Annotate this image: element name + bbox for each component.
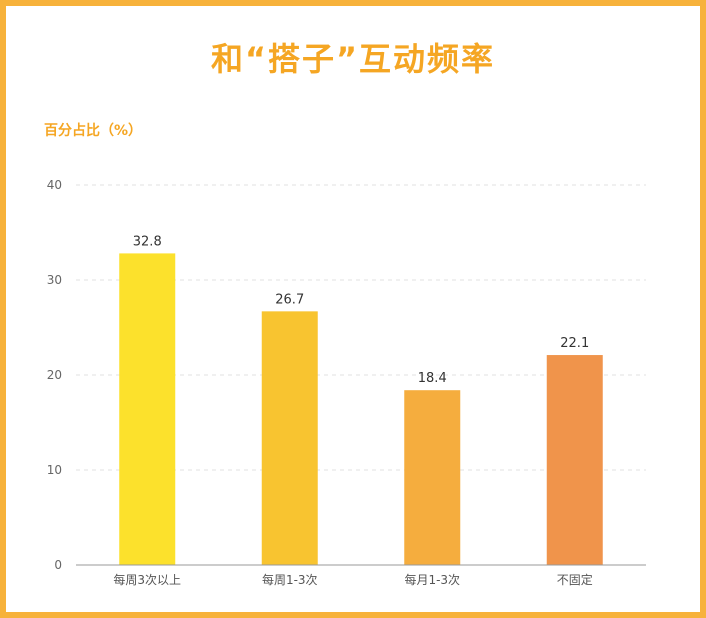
- category-label: 每周3次以上: [113, 572, 181, 587]
- y-axis-label: 百分占比（%）: [44, 123, 143, 139]
- bar: [119, 253, 176, 565]
- data-label: 22.1: [560, 336, 589, 351]
- y-tick-label: 30: [47, 273, 62, 287]
- y-tick-label: 10: [47, 463, 62, 477]
- y-tick-labels: 0 10 20 30 40: [47, 178, 62, 572]
- category-labels: 每周3次以上 每周1-3次 每月1-3次 不固定: [113, 572, 592, 587]
- data-label: 18.4: [418, 371, 447, 386]
- y-tick-label: 20: [47, 368, 62, 382]
- bar: [546, 355, 603, 565]
- data-label: 32.8: [133, 234, 162, 249]
- category-label: 每月1-3次: [404, 572, 460, 587]
- category-label: 每周1-3次: [262, 572, 318, 587]
- data-labels: 32.8 26.7 18.4 22.1: [133, 234, 589, 386]
- bar: [261, 311, 318, 565]
- bar: [404, 390, 461, 565]
- category-label: 不固定: [557, 572, 593, 587]
- data-label: 26.7: [275, 292, 304, 307]
- chart-title: 和“搭子”互动频率: [210, 40, 496, 78]
- bars: [119, 253, 603, 565]
- y-tick-label: 40: [47, 178, 62, 192]
- y-tick-label: 0: [54, 558, 62, 572]
